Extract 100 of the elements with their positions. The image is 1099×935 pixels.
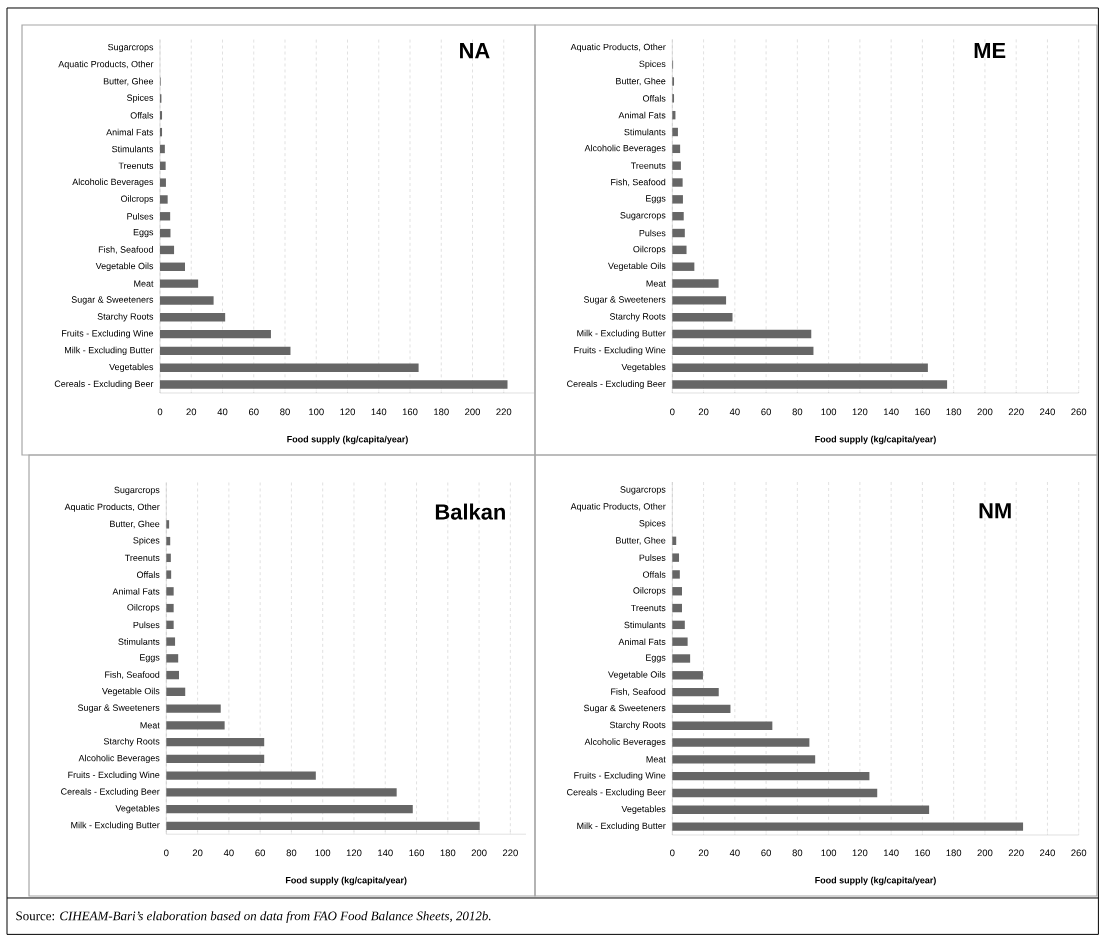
y-tick-label: Fish, Seafood xyxy=(611,688,666,696)
y-tick-label: Fruits - Excluding Wine xyxy=(62,329,154,339)
bar xyxy=(160,313,226,322)
bar xyxy=(166,553,171,563)
bar xyxy=(160,178,166,187)
x-tick-label: 0 xyxy=(670,849,675,857)
y-tick-label: Pulses xyxy=(127,212,154,220)
bar xyxy=(672,620,685,630)
x-tick-label: 160 xyxy=(915,849,930,857)
text: NM xyxy=(979,503,1011,519)
y-tick-label: Vegetable Oils xyxy=(608,262,666,271)
bar xyxy=(672,587,682,596)
y-tick-label: Oilcrops xyxy=(633,245,666,255)
x-tick-label: 140 xyxy=(883,408,899,416)
bar xyxy=(672,637,688,646)
y-tick-label: Aquatic Products, Other xyxy=(570,43,666,52)
y-tick-label: Stimulants xyxy=(624,128,666,136)
y-tick-label: Pulses xyxy=(639,554,666,561)
y-tick-label: Starchy Roots xyxy=(97,313,154,322)
bar xyxy=(166,536,171,546)
bar xyxy=(672,178,683,187)
y-tick-label: Sugar & Sweeteners xyxy=(583,296,666,305)
y-tick-label: Milk - Excluding Butter xyxy=(577,822,666,831)
bar xyxy=(160,195,168,204)
x-tick-label: 60 xyxy=(248,408,259,416)
y-tick-label: Milk - Excluding Butter xyxy=(71,821,160,830)
y-tick-label: Vegetables xyxy=(115,804,160,814)
bar xyxy=(672,279,719,288)
x-tick-label: 100 xyxy=(309,408,324,416)
y-tick-label: Stimulants xyxy=(624,621,666,629)
y-tick-label: Fish, Seafood xyxy=(98,246,153,254)
y-tick-label: Alcoholic Beverages xyxy=(78,754,160,763)
y-tick-label: Cereals - Excluding Beer xyxy=(61,788,160,797)
bar xyxy=(166,603,174,613)
bar xyxy=(166,788,397,797)
x-tick-label: 260 xyxy=(1071,849,1087,857)
y-tick-label: Butter, Ghee xyxy=(103,77,154,86)
x-tick-label: 0 xyxy=(157,408,163,416)
y-tick-label: Fish, Seafood xyxy=(105,671,160,679)
y-tick-label: Vegetables xyxy=(621,805,666,814)
y-tick-label: Eggs xyxy=(133,229,154,238)
bar xyxy=(672,822,1024,831)
x-tick-label: 220 xyxy=(496,408,512,416)
y-tick-label: Starchy Roots xyxy=(609,313,666,322)
x-axis-title: Food supply (kg/capita/year) xyxy=(815,876,936,886)
x-tick-label: 200 xyxy=(977,408,993,416)
bar xyxy=(672,313,733,322)
y-tick-label: Animal Fats xyxy=(618,638,666,645)
source-note: Source: CIHEAM-Bari’s elaboration based on data from FAO Food Balance Sheets, 2012b. xyxy=(16,911,491,923)
x-tick-label: 40 xyxy=(729,408,740,416)
y-tick-label: Sugarcrops xyxy=(108,43,154,53)
bar xyxy=(166,737,265,747)
bar xyxy=(160,296,214,305)
x-tick-label: 140 xyxy=(883,849,899,857)
x-tick-label: 60 xyxy=(255,849,266,857)
x-tick-label: 160 xyxy=(409,849,425,857)
bar xyxy=(672,654,691,663)
bar xyxy=(672,363,928,372)
y-tick-label: Alcoholic Beverages xyxy=(584,738,666,747)
bar xyxy=(166,704,221,713)
x-tick-label: 120 xyxy=(346,849,362,857)
bar xyxy=(166,754,265,764)
bar xyxy=(166,570,172,579)
y-tick-label: Spices xyxy=(126,94,154,103)
y-tick-label: Eggs xyxy=(140,654,160,663)
x-tick-label: 200 xyxy=(471,849,487,857)
y-tick-label: Cereals - Excluding Beer xyxy=(54,380,154,389)
y-tick-label: Oilcrops xyxy=(121,195,154,204)
bar xyxy=(160,228,171,238)
bar xyxy=(672,228,685,238)
y-tick-label: Starchy Roots xyxy=(103,737,160,747)
y-tick-label: Butter, Ghee xyxy=(616,77,666,86)
bar xyxy=(160,346,291,356)
bar xyxy=(672,755,816,764)
text: Balkan xyxy=(435,503,505,520)
bar xyxy=(160,245,175,255)
x-tick-label: 180 xyxy=(440,849,456,857)
x-tick-label: 120 xyxy=(340,408,356,416)
y-tick-label: Fruits - Excluding Wine xyxy=(574,771,666,781)
x-tick-label: 180 xyxy=(434,408,449,416)
x-tick-label: 160 xyxy=(915,408,930,416)
bar xyxy=(672,127,678,137)
y-tick-label: Fish, Seafood xyxy=(611,178,666,187)
bar xyxy=(160,380,508,389)
y-tick-label: Sugarcrops xyxy=(620,486,666,495)
bar xyxy=(160,144,165,154)
y-tick-label: Pulses xyxy=(133,621,160,629)
bar xyxy=(672,738,810,747)
y-tick-label: Meat xyxy=(646,756,666,763)
bar xyxy=(166,587,174,596)
x-tick-label: 80 xyxy=(792,849,803,857)
x-tick-label: 40 xyxy=(729,849,740,857)
y-tick-label: Alcoholic Beverages xyxy=(584,144,666,154)
y-tick-label: Milk - Excluding Butter xyxy=(577,329,666,339)
bar xyxy=(166,821,480,830)
bar xyxy=(166,771,316,780)
x-tick-label: 80 xyxy=(286,849,297,857)
y-tick-label: Fruits - Excluding Wine xyxy=(68,771,160,780)
x-axis-title: Food supply (kg/capita/year) xyxy=(287,435,408,445)
bar xyxy=(166,804,413,814)
